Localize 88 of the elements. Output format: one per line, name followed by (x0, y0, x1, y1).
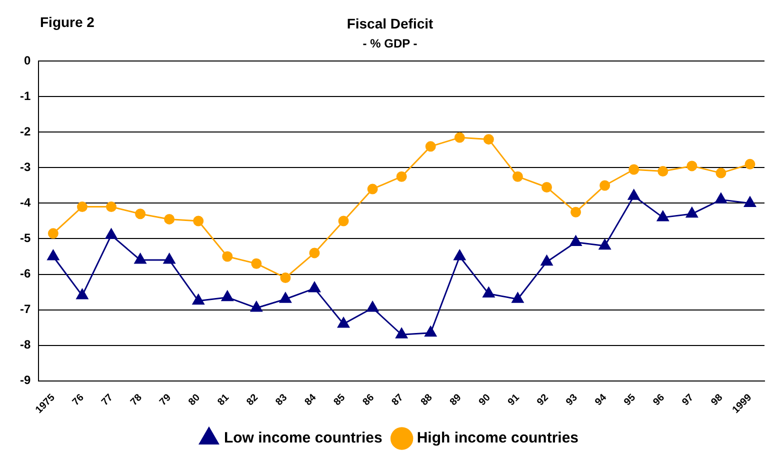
point (512, 292, 524, 303)
y-tick-label: -9 (20, 373, 31, 388)
point (338, 317, 350, 328)
point (628, 189, 640, 200)
caption: Figure 2 (40, 14, 95, 30)
x-tick-label: 96 (651, 392, 668, 408)
x-tick-label: 78 (128, 392, 145, 408)
point (424, 326, 437, 337)
y-tick-label: -1 (20, 89, 31, 104)
x-tick-label: 91 (506, 392, 522, 408)
point (686, 160, 698, 172)
point (251, 258, 262, 269)
point (135, 208, 146, 220)
point (598, 239, 611, 250)
point (222, 251, 233, 262)
point (76, 288, 88, 300)
point (105, 228, 118, 239)
x-tick-label: 88 (419, 392, 435, 408)
x-tick-label: 80 (186, 392, 203, 408)
point (512, 171, 523, 182)
x-tick-label: 93 (564, 392, 580, 408)
point (542, 182, 552, 193)
point (338, 216, 349, 226)
point (47, 250, 60, 260)
point (570, 236, 582, 246)
point (193, 216, 204, 226)
chart-subtitle: - % GDP - (362, 36, 418, 50)
x-tick-label: 90 (477, 392, 494, 408)
point (716, 168, 726, 178)
point (715, 192, 727, 204)
y-tick-label: -7 (20, 302, 31, 316)
x-tick-label: 98 (709, 392, 726, 408)
x-tick-label: 92 (535, 392, 552, 408)
point (396, 171, 407, 182)
y-tick-label: -6 (20, 266, 31, 281)
x-tick-label: 84 (302, 392, 319, 408)
point (628, 164, 640, 175)
x-tick-label: 79 (158, 392, 174, 408)
point (366, 301, 378, 312)
point (454, 250, 466, 260)
point (76, 202, 88, 212)
legend-label: High income countries (416, 430, 579, 447)
point (656, 210, 669, 222)
point (48, 228, 58, 239)
point (482, 287, 495, 298)
x-tick-label: 76 (70, 392, 87, 408)
point (570, 206, 582, 218)
point (163, 253, 176, 264)
point (425, 141, 436, 152)
point (164, 214, 175, 224)
point (250, 301, 262, 312)
point (221, 290, 234, 302)
x-tick-label: 83 (274, 392, 290, 408)
point (367, 184, 378, 194)
chart-title: Fiscal Deficit (346, 15, 434, 32)
y-tick-label: -4 (20, 196, 31, 210)
point (192, 294, 204, 305)
point (600, 180, 610, 191)
point (106, 202, 117, 212)
x-tick-label: 86 (360, 392, 377, 408)
x-tick-label: 85 (332, 392, 348, 408)
point (396, 328, 408, 338)
x-tick-label: 81 (216, 392, 232, 408)
point (309, 248, 320, 258)
x-tick-label: 77 (100, 392, 116, 408)
point (744, 196, 756, 207)
y-tick-label: -2 (20, 124, 31, 139)
point (540, 255, 553, 266)
y-tick-label: 0 (24, 54, 31, 68)
point (134, 253, 146, 264)
point (308, 282, 320, 292)
y-tick-label: -5 (20, 231, 31, 246)
point (658, 166, 668, 177)
x-tick-label: 97 (680, 392, 696, 408)
point (483, 134, 494, 145)
point (280, 272, 291, 284)
point (454, 132, 465, 143)
y-tick-label: -3 (20, 160, 31, 174)
x-tick-label: 95 (622, 392, 638, 408)
x-tick-label: 94 (593, 392, 610, 408)
point (744, 158, 756, 170)
x-tick-label: 82 (244, 392, 261, 408)
point (280, 292, 292, 303)
legend-label: Low income countries (224, 430, 382, 447)
x-tick-label: 89 (448, 392, 464, 408)
x-tick-label: 87 (390, 392, 406, 408)
y-tick-label: -8 (20, 338, 31, 352)
point (686, 207, 698, 218)
